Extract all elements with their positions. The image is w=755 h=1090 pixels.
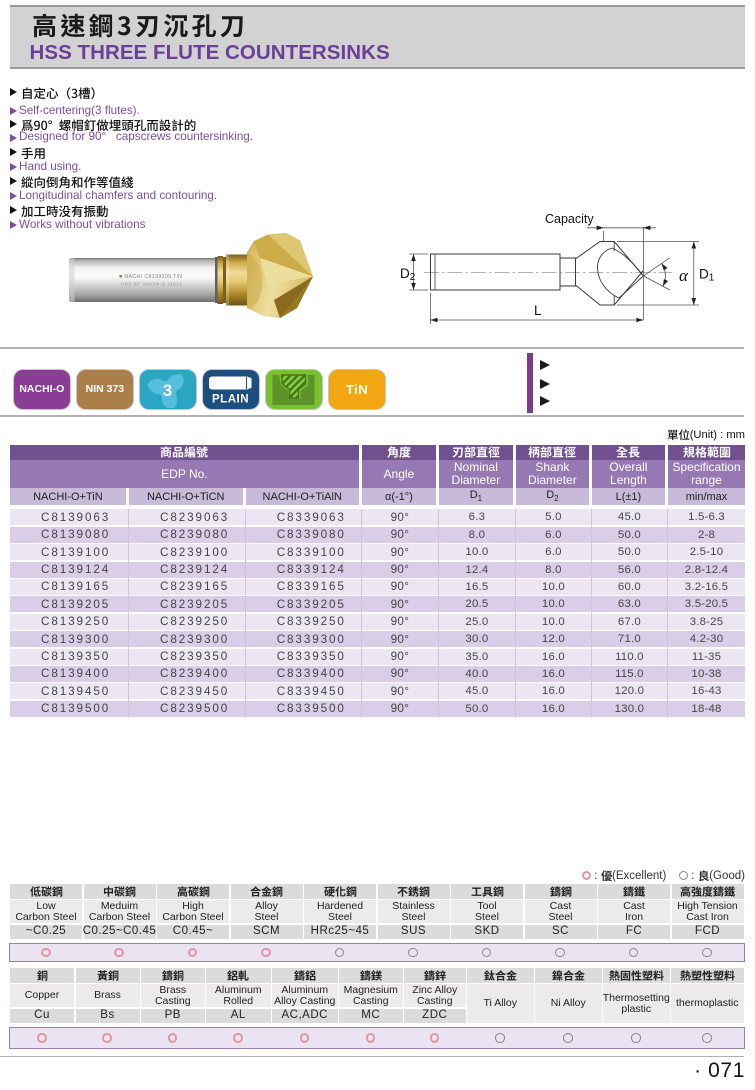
svg-text:Capacity: Capacity (545, 212, 594, 226)
svg-text:α: α (679, 266, 689, 285)
svg-text:D1: D1 (699, 267, 715, 284)
svg-text:■ NACHI C8139205 TiN: ■ NACHI C8139205 TiN (119, 274, 182, 280)
svg-text:HSS 90° NACHI-O 21613: HSS 90° NACHI-O 21613 (121, 282, 182, 288)
svg-text:L: L (534, 303, 542, 318)
svg-text:PLAIN: PLAIN (212, 393, 249, 405)
svg-text:3: 3 (163, 381, 172, 400)
